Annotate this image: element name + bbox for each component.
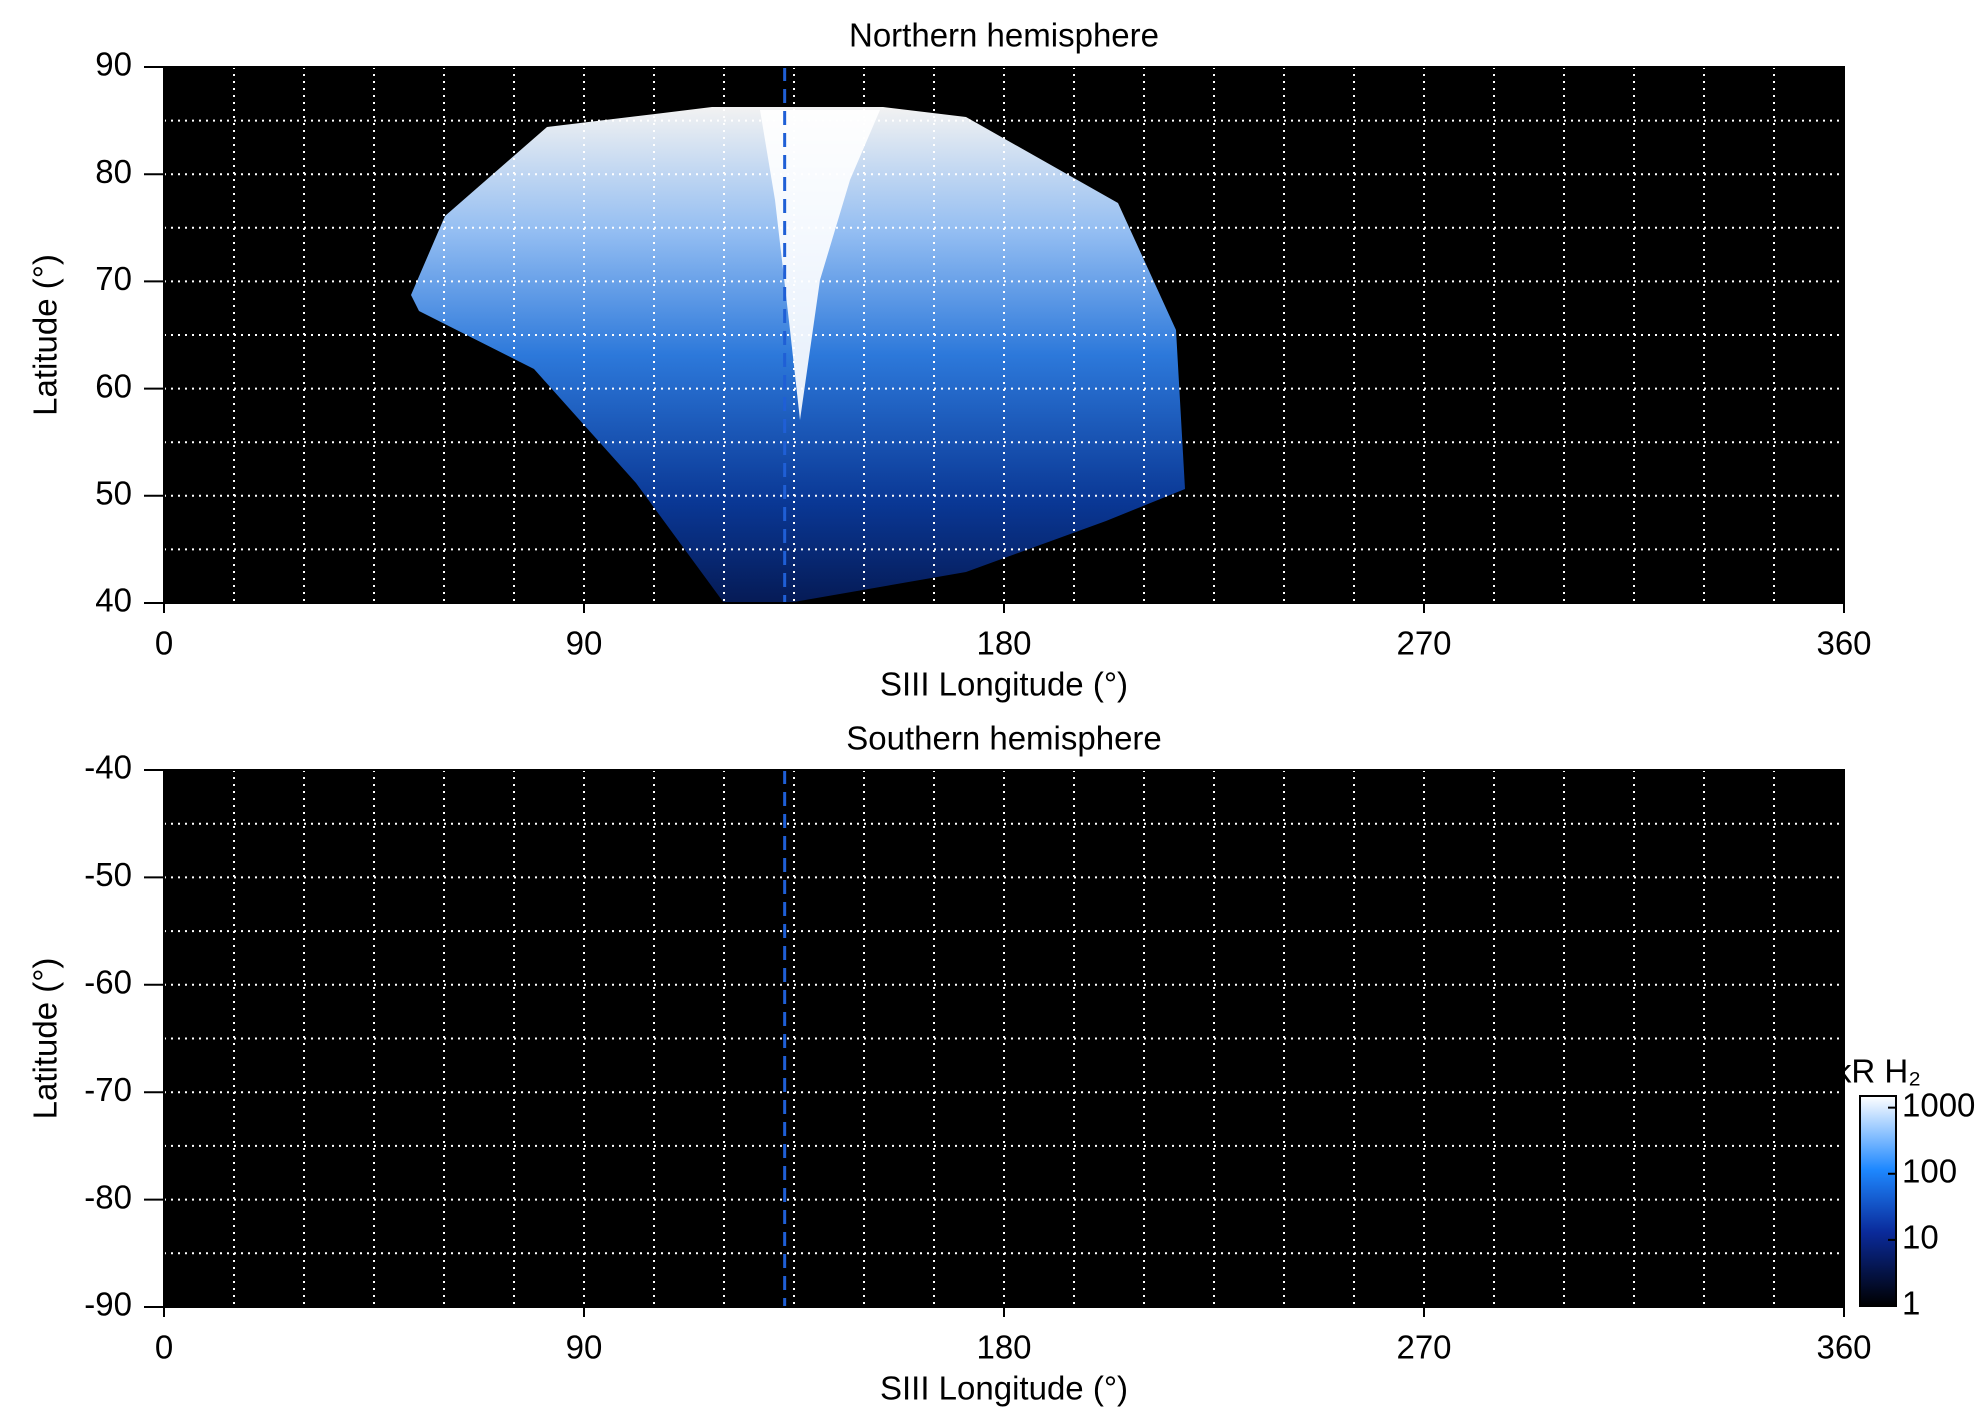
colorbar-tick-label: 1 — [1902, 1285, 1920, 1322]
y-tick-label: 80 — [95, 153, 132, 190]
y-tick-label: 70 — [95, 260, 132, 297]
y-tick-label: -90 — [84, 1286, 132, 1323]
x-axis-label: SIII Longitude (°) — [880, 1370, 1128, 1407]
x-tick-label: 180 — [976, 1329, 1031, 1366]
y-tick-label: -50 — [84, 856, 132, 893]
x-tick-label: 90 — [566, 1329, 603, 1366]
x-tick-label: 360 — [1816, 625, 1871, 662]
colorbar-tick-label: 1000 — [1902, 1086, 1975, 1123]
x-tick-label: 270 — [1396, 625, 1451, 662]
y-tick-label: -70 — [84, 1071, 132, 1108]
x-tick-label: 0 — [155, 1329, 173, 1366]
colorbar — [1859, 1095, 1897, 1307]
x-tick-label: 90 — [566, 625, 603, 662]
y-tick-label: -80 — [84, 1178, 132, 1215]
y-tick-label: -60 — [84, 964, 132, 1001]
aurora-bright-wedge — [760, 110, 880, 420]
y-axis-label: Latitude (°) — [27, 254, 64, 416]
x-tick-label: 360 — [1816, 1329, 1871, 1366]
x-tick-label: 270 — [1396, 1329, 1451, 1366]
colorbar-label: kR H₂ — [1835, 1053, 1921, 1090]
y-axis-label: Latitude (°) — [27, 958, 64, 1120]
y-tick-label: 60 — [95, 367, 132, 404]
colorbar-tick-label: 10 — [1902, 1219, 1939, 1256]
x-axis-label: SIII Longitude (°) — [880, 666, 1128, 703]
y-tick-label: 40 — [95, 582, 132, 619]
x-tick-label: 180 — [976, 625, 1031, 662]
x-tick-label: 0 — [155, 625, 173, 662]
y-tick-label: 50 — [95, 475, 132, 512]
y-tick-label: 90 — [95, 46, 132, 83]
chart-title: Southern hemisphere — [846, 720, 1162, 757]
chart-title: Northern hemisphere — [849, 17, 1159, 54]
y-tick-label: -40 — [84, 749, 132, 786]
colorbar-tick-label: 100 — [1902, 1152, 1957, 1189]
